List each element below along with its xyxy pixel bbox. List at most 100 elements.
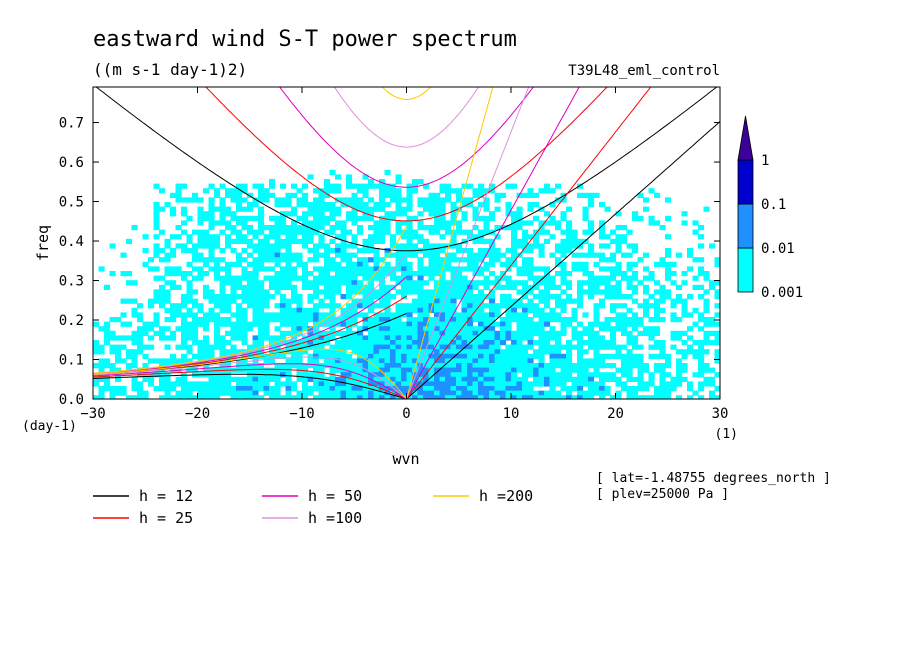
spectrum-cell (340, 367, 347, 373)
spectrum-cell (252, 303, 259, 309)
spectrum-cell (692, 257, 699, 263)
spectrum-cell (434, 298, 441, 304)
spectrum-cell (318, 298, 325, 304)
spectrum-cell (280, 238, 287, 244)
spectrum-cell (148, 321, 155, 327)
spectrum-cell (390, 321, 397, 327)
spectrum-cell (340, 381, 347, 387)
spectrum-cell (192, 275, 199, 281)
spectrum-cell (692, 275, 699, 281)
spectrum-cell (324, 179, 331, 185)
spectrum-cell (362, 298, 369, 304)
spectrum-cell (593, 349, 600, 355)
spectrum-cell (219, 275, 226, 281)
spectrum-cell (654, 390, 661, 396)
spectrum-cell (384, 215, 391, 221)
spectrum-cell (307, 294, 314, 300)
spectrum-cell (456, 317, 463, 323)
spectrum-cell (489, 367, 496, 373)
spectrum-cell (197, 344, 204, 350)
spectrum-cell (445, 372, 452, 378)
spectrum-cell (335, 206, 342, 212)
spectrum-cell (599, 390, 606, 396)
spectrum-cell (577, 363, 584, 369)
spectrum-cell (467, 257, 474, 263)
spectrum-cell (208, 206, 215, 212)
spectrum-cell (324, 353, 331, 359)
spectrum-cell (703, 275, 710, 281)
spectrum-cell (588, 344, 595, 350)
spectrum-cell (544, 363, 551, 369)
inertia-gravity-curve (279, 87, 534, 188)
spectrum-cell (390, 215, 397, 221)
spectrum-cell (483, 321, 490, 327)
spectrum-cell (527, 303, 534, 309)
spectrum-cell (274, 238, 281, 244)
spectrum-cell (252, 248, 259, 254)
spectrum-cell (621, 238, 628, 244)
spectrum-cell (225, 294, 232, 300)
spectrum-cell (637, 358, 644, 364)
spectrum-cell (511, 284, 518, 290)
spectrum-cell (659, 353, 666, 359)
spectrum-cell (252, 215, 259, 221)
spectrum-cell (236, 257, 243, 263)
spectrum-cell (632, 275, 639, 281)
spectrum-cell (659, 307, 666, 313)
spectrum-cell (280, 271, 287, 277)
spectrum-cell (450, 321, 457, 327)
spectrum-cell (516, 317, 523, 323)
spectrum-cell (159, 229, 166, 235)
spectrum-cell (285, 229, 292, 235)
spectrum-cell (285, 261, 292, 267)
spectrum-cell (676, 349, 683, 355)
spectrum-cell (626, 358, 633, 364)
spectrum-cell (269, 376, 276, 382)
spectrum-cell (500, 330, 507, 336)
spectrum-cell (626, 390, 633, 396)
spectrum-cell (296, 303, 303, 309)
spectrum-cell (560, 303, 567, 309)
spectrum-cell (714, 294, 720, 300)
spectrum-cell (269, 257, 276, 263)
y-tick-label: 0.0 (59, 392, 84, 408)
spectrum-cell (566, 372, 573, 378)
spectrum-cell (351, 211, 358, 217)
spectrum-cell (291, 289, 298, 295)
spectrum-cell (571, 381, 578, 387)
spectrum-cell (340, 307, 347, 313)
spectrum-cell (335, 271, 342, 277)
spectrum-cell (241, 298, 248, 304)
spectrum-cell (159, 298, 166, 304)
spectrum-cell (214, 271, 221, 277)
spectrum-cell (588, 229, 595, 235)
spectrum-cell (175, 390, 182, 396)
spectrum-cell (406, 307, 413, 313)
spectrum-cell (307, 307, 314, 313)
spectrum-cell (274, 284, 281, 290)
spectrum-cell (467, 381, 474, 387)
spectrum-cell (307, 312, 314, 318)
spectrum-cell (714, 353, 720, 359)
spectrum-cell (159, 303, 166, 309)
spectrum-cell (357, 206, 364, 212)
spectrum-cell (302, 266, 309, 272)
spectrum-cell (467, 321, 474, 327)
spectrum-cell (214, 206, 221, 212)
spectrum-cell (494, 367, 501, 373)
spectrum-cell (604, 376, 611, 382)
spectrum-cell (368, 238, 375, 244)
spectrum-cell (494, 349, 501, 355)
spectrum-cell (164, 326, 171, 332)
spectrum-cell (571, 252, 578, 258)
spectrum-cell (610, 335, 617, 341)
spectrum-cell (676, 376, 683, 382)
spectrum-cell (280, 220, 287, 226)
spectrum-cell (483, 238, 490, 244)
spectrum-cell (703, 376, 710, 382)
spectrum-cell (423, 248, 430, 254)
spectrum-cell (538, 353, 545, 359)
spectrum-cell (291, 271, 298, 277)
spectrum-cell (445, 390, 452, 396)
spectrum-cell (681, 271, 688, 277)
